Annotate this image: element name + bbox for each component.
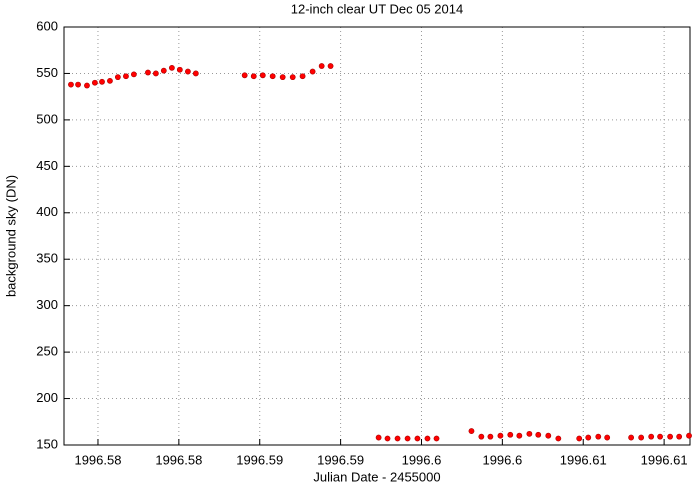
y-axis-label: background sky (DN): [3, 175, 18, 297]
point: [145, 69, 151, 76]
point: [404, 435, 411, 442]
point: [299, 73, 306, 80]
point: [478, 433, 485, 440]
point: [99, 78, 105, 85]
point: [318, 63, 325, 69]
point: [107, 77, 113, 84]
point: [638, 434, 645, 441]
y-tick-label: 550: [36, 65, 58, 80]
point: [576, 435, 583, 442]
point: [375, 434, 382, 441]
x-tick-label: 1996.58: [155, 452, 202, 467]
point: [535, 431, 542, 438]
plot-frame: [63, 26, 691, 446]
y-tick-label: 350: [36, 251, 58, 266]
point: [279, 74, 286, 81]
point: [648, 433, 655, 440]
point: [686, 432, 692, 439]
point: [516, 432, 523, 439]
point: [192, 70, 199, 77]
x-axis-label: Julian Date - 2455000: [313, 469, 440, 484]
y-tick-label: 400: [36, 204, 58, 219]
point: [414, 435, 421, 442]
point: [468, 428, 475, 434]
point: [114, 74, 121, 81]
point: [289, 74, 296, 81]
x-tick-label: 1996.6: [402, 452, 442, 467]
y-tick-label: 200: [36, 390, 58, 405]
y-tick-label: 600: [36, 18, 58, 33]
point: [555, 435, 562, 442]
point: [68, 81, 74, 88]
x-tick-label: 1996.6: [482, 452, 522, 467]
point: [433, 435, 440, 442]
point: [84, 82, 90, 89]
point: [250, 73, 257, 80]
point: [91, 79, 98, 86]
x-tick-label: 1996.58: [74, 452, 121, 467]
point: [487, 433, 494, 440]
point: [595, 433, 602, 440]
y-tick-label: 250: [36, 344, 58, 359]
y-tick-label: 500: [36, 111, 58, 126]
point: [259, 72, 266, 79]
x-tick-label: 1996.61: [560, 452, 607, 467]
point: [424, 435, 431, 442]
point: [507, 431, 514, 438]
point: [394, 435, 401, 442]
point: [123, 73, 129, 80]
point: [176, 66, 183, 73]
point: [160, 67, 167, 74]
point: [604, 434, 611, 441]
point: [667, 433, 674, 440]
point: [545, 432, 552, 439]
point: [327, 63, 334, 69]
point: [676, 433, 683, 440]
point: [628, 434, 635, 441]
y-tick-label: 300: [36, 297, 58, 312]
point: [241, 72, 248, 79]
x-tick-label: 1996.61: [641, 452, 688, 467]
point: [497, 432, 504, 439]
point: [168, 64, 175, 71]
chart-title: 12-inch clear UT Dec 05 2014: [291, 1, 463, 16]
point: [185, 68, 191, 75]
point: [526, 430, 533, 437]
point: [130, 71, 137, 78]
y-tick-label: 450: [36, 158, 58, 173]
x-tick-label: 1996.59: [317, 452, 364, 467]
point: [269, 73, 276, 80]
point: [309, 68, 316, 75]
point: [152, 70, 159, 77]
x-tick-label: 1996.59: [236, 452, 283, 467]
point: [585, 434, 592, 441]
point: [657, 433, 663, 440]
y-tick-label: 150: [36, 436, 58, 451]
point: [384, 435, 391, 442]
point: [75, 81, 81, 88]
